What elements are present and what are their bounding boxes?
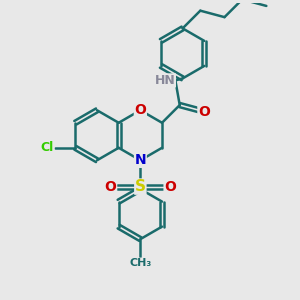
Text: O: O: [105, 180, 117, 194]
Text: HN: HN: [154, 74, 176, 87]
Text: O: O: [164, 180, 176, 194]
Text: Cl: Cl: [41, 141, 54, 154]
Text: S: S: [135, 179, 146, 194]
Text: CH₃: CH₃: [129, 258, 152, 268]
Text: O: O: [198, 104, 210, 118]
Text: O: O: [134, 103, 146, 117]
Text: N: N: [134, 153, 146, 167]
